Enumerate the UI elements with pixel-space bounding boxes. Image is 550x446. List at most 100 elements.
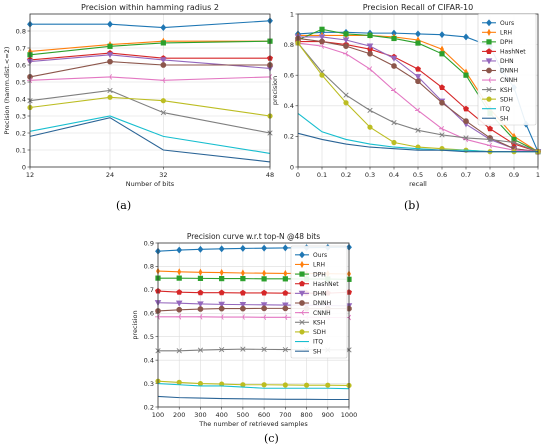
data-point-dph <box>176 275 182 281</box>
data-point-dph <box>367 32 373 39</box>
series-line-sh <box>297 132 538 153</box>
data-point-lrh <box>240 269 245 277</box>
y-tick-label: 0.3 <box>16 112 26 120</box>
data-point-cnnh <box>391 87 396 94</box>
data-point-ksh <box>463 135 469 141</box>
chart-title: Precision curve w.r.t top-N @48 bits <box>187 232 320 241</box>
data-point-ours <box>176 246 183 254</box>
legend-item-cnnh: CNNH <box>482 77 518 84</box>
legend-item-itq: ITQ <box>295 339 323 346</box>
legend-marker-dph <box>299 271 305 277</box>
data-point-dnnh <box>107 58 113 65</box>
chart-title: Precision Recall of CIFAR-10 <box>363 3 474 12</box>
legend-item-cnnh: CNNH <box>295 310 331 317</box>
y-axis-label: precision <box>131 310 139 339</box>
y-tick-label: 0.7 <box>16 44 26 52</box>
data-point-ksh <box>487 136 493 143</box>
y-tick-label: 0.2 <box>284 133 294 141</box>
data-point-ksh <box>439 132 445 138</box>
y-tick-label: 0.8 <box>16 27 26 35</box>
data-point-dph <box>160 40 166 46</box>
subfigure-label-b: (b) <box>404 199 420 212</box>
legend-label: KSH <box>313 319 325 326</box>
legend-label: DHN <box>313 291 327 298</box>
data-point-dph <box>261 276 267 282</box>
x-tick-label: 0.7 <box>461 171 471 179</box>
legend: Ours LRH DPH HashNet DHN DNNH CNNH KSH SDH ITQ SH <box>477 13 537 126</box>
data-point-sdh <box>391 139 397 146</box>
series-line-dph <box>29 40 271 56</box>
data-point-cnnh <box>282 314 288 321</box>
x-tick-label: 100 <box>152 411 164 419</box>
x-tick-label: 800 <box>300 411 312 419</box>
data-point-sdh <box>367 124 373 130</box>
data-point-sdh <box>261 382 267 388</box>
data-point-dnnh <box>176 307 182 313</box>
legend-item-ksh: KSH <box>482 87 512 94</box>
data-point-ksh <box>367 107 373 114</box>
series-line-cnnh <box>29 76 271 81</box>
data-point-dph <box>282 276 288 282</box>
data-point-dph <box>343 31 349 37</box>
data-point-hashnet <box>415 65 421 72</box>
data-point-dhn <box>175 300 183 307</box>
chart-c: 100 200 300 400 500 600 700 800 900 1000 0.2 0.3 0.4… <box>131 232 357 428</box>
data-point-dhn <box>318 34 326 41</box>
legend-label: SH <box>313 348 321 355</box>
y-tick-label: 0.2 <box>144 403 154 411</box>
data-point-dhn <box>414 74 422 81</box>
legend-marker-cnnh <box>299 309 304 316</box>
legend-marker-lrh <box>487 28 491 36</box>
x-tick-label: 0.2 <box>341 171 351 179</box>
x-tick-label: 500 <box>237 411 249 419</box>
series-line-dnnh <box>29 61 270 78</box>
y-tick-label: 0.3 <box>144 380 154 388</box>
data-point-ksh <box>391 120 397 126</box>
y-tick-label: 0.6 <box>284 72 294 80</box>
data-point-ours <box>282 244 289 252</box>
data-point-hashnet <box>487 125 493 132</box>
legend-item-dhn: DHN <box>295 291 327 298</box>
series-line-sdh <box>29 96 271 117</box>
legend-item-lrh: LRH <box>295 260 325 269</box>
y-tick-label: 0.7 <box>144 286 154 294</box>
legend-label: DNNH <box>500 68 518 75</box>
legend: Ours LRH DPH HashNet DHN DNNH CNNH KSH SDH ITQ SH <box>290 245 348 359</box>
data-point-dnnh <box>197 306 204 312</box>
x-tick-label: 700 <box>279 411 291 419</box>
data-point-dhn <box>342 37 350 44</box>
data-point-cnnh <box>487 142 492 149</box>
y-tick-label: 0.6 <box>144 310 154 318</box>
legend-marker-dph <box>486 39 492 45</box>
legend-label: SDH <box>500 96 513 103</box>
data-point-ksh <box>219 346 225 353</box>
legend-marker-ours <box>486 19 492 27</box>
legend-label: DPH <box>500 39 513 46</box>
data-point-hashnet <box>218 289 225 296</box>
series-line-sdh <box>157 380 350 386</box>
legend-marker-hashnet <box>486 48 492 54</box>
x-tick-label: 24 <box>106 171 114 179</box>
legend-item-dph: DPH <box>482 39 513 46</box>
series-line-sh <box>157 395 349 401</box>
data-point-ksh <box>160 109 166 116</box>
data-point-ksh <box>511 139 517 146</box>
data-point-dhn <box>366 43 374 50</box>
series-line-hashnet <box>29 52 270 61</box>
series-itq <box>157 383 350 390</box>
data-point-dnnh <box>218 305 225 312</box>
data-point-hashnet <box>261 289 268 296</box>
data-point-ksh <box>261 346 267 352</box>
legend-item-sh: SH <box>482 115 508 122</box>
data-point-dph <box>107 43 113 49</box>
legend-marker-dnnh <box>299 300 305 306</box>
series-line-ours <box>30 20 271 29</box>
data-point-hashnet <box>282 290 289 296</box>
y-tick-label: 0.6 <box>16 61 26 69</box>
plot-frame <box>297 13 539 168</box>
x-tick-label: 1000 <box>341 411 358 419</box>
y-tick-label: 0.4 <box>284 102 294 110</box>
legend-label: CNNH <box>500 77 518 84</box>
subfigure-label-a: (a) <box>116 199 132 212</box>
